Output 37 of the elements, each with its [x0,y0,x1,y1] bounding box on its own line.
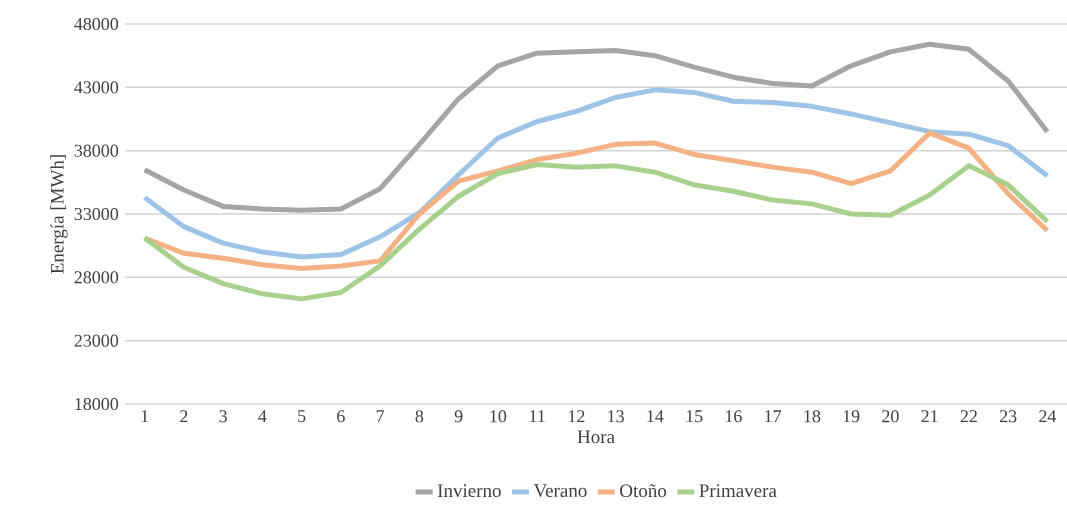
x-axis-title: Hora [577,430,615,444]
legend-label: Verano [533,484,587,498]
x-tick-label: 21 [921,410,938,423]
y-tick-label: 18000 [75,397,119,411]
x-tick-label: 1 [141,410,149,423]
legend-label: Otoño [620,484,667,498]
x-tick-label: 5 [298,410,306,423]
x-tick-label: 3 [219,410,227,423]
x-tick-label: 2 [180,410,188,423]
x-tick-label: 8 [415,410,424,423]
x-tick-label: 17 [765,410,782,423]
x-tick-label: 16 [725,410,742,423]
y-tick-label: 38000 [74,144,119,157]
x-tick-label: 13 [608,410,624,423]
y-tick-label: 33000 [74,207,119,221]
x-tick-label: 15 [686,410,703,423]
x-tick-label: 24 [1039,410,1057,423]
x-tick-label: 12 [568,410,585,423]
x-tick-label: 6 [337,410,345,423]
x-tick-label: 14 [647,410,664,423]
y-axis-title: Energía [MWh] [50,155,68,274]
legend-label: Primavera [699,484,777,498]
x-tick-label: 19 [843,410,860,423]
legend-label: Invierno [437,484,501,498]
x-tick-label: 18 [804,410,821,423]
y-tick-label: 23000 [74,334,119,347]
x-tick-label: 10 [490,410,507,423]
x-tick-label: 23 [999,410,1017,423]
y-tick-label: 28000 [74,271,119,284]
x-tick-label: 22 [960,410,977,423]
y-tick-label: 48000 [74,17,119,31]
x-tick-label: 20 [882,410,899,423]
x-tick-label: 7 [376,410,385,422]
x-tick-label: 11 [530,410,545,423]
x-tick-label: 9 [454,410,463,423]
x-tick-label: 4 [258,410,267,423]
y-tick-label: 43000 [74,81,119,94]
